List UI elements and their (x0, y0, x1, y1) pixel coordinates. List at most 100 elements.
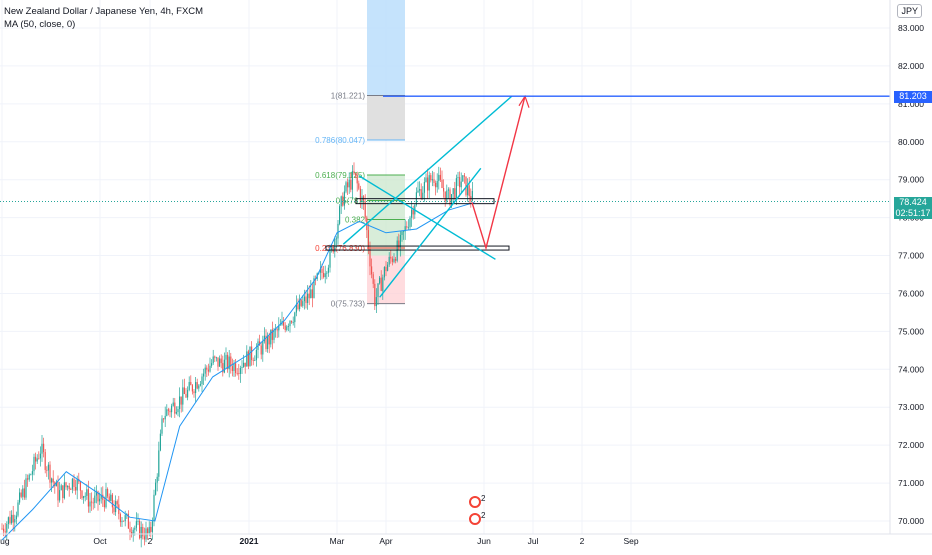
candle-body (379, 277, 381, 284)
candle-body (372, 274, 374, 284)
candle-body (11, 514, 13, 524)
candle-body (367, 230, 369, 249)
candle-body (419, 189, 421, 191)
candle-body (326, 272, 328, 274)
candle-body (465, 176, 467, 196)
candle-body (243, 362, 245, 367)
candle-body (283, 321, 285, 326)
candle-body (331, 247, 333, 250)
y-tick-label: 76.000 (898, 288, 924, 298)
candle-body (249, 346, 251, 367)
candle-body (308, 293, 310, 299)
candle-body (348, 179, 350, 188)
candle-body (369, 248, 371, 267)
candle-body (175, 412, 177, 414)
candle-body (403, 231, 405, 233)
candle-body (169, 410, 171, 413)
candle-body (151, 521, 153, 532)
candle-body (374, 283, 376, 307)
candle-body (399, 234, 401, 248)
candle-body (388, 256, 390, 265)
candle-body (51, 478, 53, 483)
candle-body (463, 175, 465, 177)
candle-body (287, 326, 289, 327)
candle-body (329, 249, 331, 268)
candle-body (286, 326, 288, 331)
candle-body (9, 517, 11, 524)
candle-body (179, 396, 181, 410)
candle-body (131, 532, 133, 535)
candle-body (129, 528, 131, 533)
event-count: 2 (481, 511, 486, 520)
candle-body (180, 396, 182, 405)
candle-body (215, 357, 217, 359)
candle-body (444, 191, 446, 202)
last-price-value: 78.424 (899, 197, 927, 207)
candle-body (291, 321, 293, 323)
candle-body (364, 201, 366, 218)
candle-body (46, 469, 48, 471)
candle-body (35, 456, 37, 462)
y-tick-label: 71.000 (898, 478, 924, 488)
candle-body (89, 501, 91, 507)
currency-badge[interactable]: JPY (897, 4, 922, 18)
candle-body (217, 357, 219, 367)
resistance-zone (355, 198, 495, 205)
candle-body (468, 185, 470, 197)
candle-body (411, 209, 413, 218)
candle-body (265, 335, 267, 350)
candle-body (140, 526, 142, 539)
candle-body (150, 526, 152, 532)
candle-body (467, 185, 469, 196)
candle-body (95, 491, 97, 496)
fib-zone-upper (367, 95, 405, 140)
fib-label: 0(75.733) (331, 300, 366, 309)
candle-body (79, 481, 81, 491)
candle-body (191, 385, 193, 392)
event-count: 2 (481, 494, 486, 503)
candle-body (263, 335, 265, 342)
candle-body (356, 174, 358, 184)
candle-body (132, 529, 134, 535)
candle-body (387, 264, 389, 271)
candle-body (241, 366, 243, 369)
candle-body (161, 418, 163, 434)
fib-zone-top (367, 0, 405, 96)
candle-body (233, 363, 235, 371)
candle-body (39, 453, 41, 459)
candle-body (228, 356, 230, 370)
y-tick-label: 72.000 (898, 440, 924, 450)
candle-body (247, 351, 249, 367)
candle-body (17, 502, 19, 516)
candle-body (94, 495, 96, 503)
candle-body (153, 494, 155, 522)
indicator-label: MA (50, close, 0) (4, 19, 76, 30)
candle-body (57, 482, 59, 501)
candle-body (135, 521, 137, 528)
candle-body (203, 373, 205, 377)
candle-body (97, 491, 99, 502)
candle-body (38, 458, 40, 460)
candle-body (193, 391, 195, 394)
fib-label: 0.236(76.830) (315, 244, 365, 253)
candle-body (284, 325, 286, 331)
candle-body (254, 360, 256, 361)
candle-body (87, 489, 89, 507)
candle-body (83, 496, 85, 499)
candle-body (147, 528, 149, 534)
candle-body (59, 490, 61, 501)
candle-body (279, 324, 281, 326)
candle-body (227, 354, 229, 370)
candle-body (252, 359, 254, 361)
candle-body (116, 501, 118, 505)
candle-body (246, 351, 248, 367)
candle-body (443, 188, 445, 192)
candle-body (174, 402, 176, 414)
candle-body (156, 476, 158, 483)
candle-body (347, 182, 349, 188)
candle-body (305, 296, 307, 303)
candle-body (342, 196, 344, 206)
candle-body (219, 358, 221, 367)
